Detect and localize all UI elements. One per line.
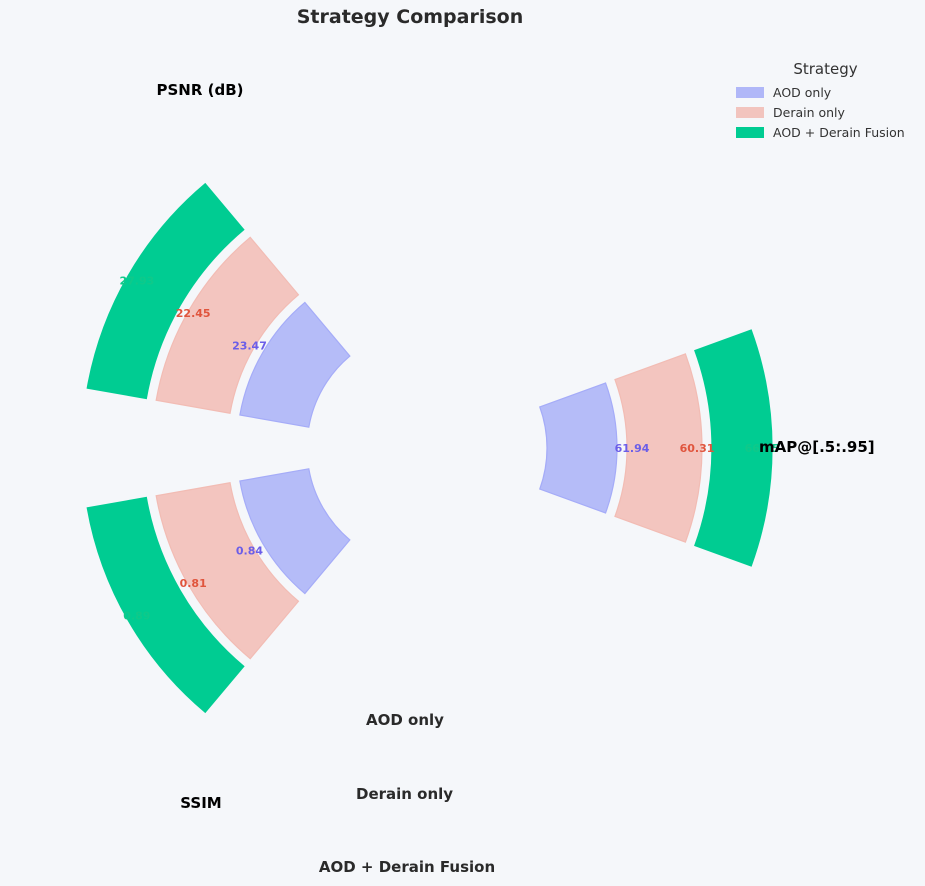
bar-derain-only-psnr-db	[155, 236, 300, 414]
value-label-aod-only-ssim: 0.84	[236, 545, 263, 558]
value-label-aod-only-map-5-95: 61.94	[615, 442, 650, 455]
bar-aod-derain-fusion-map-5-95	[694, 329, 773, 567]
bar-aod-only-ssim	[239, 468, 351, 595]
bar-aod-only-map-5-95	[538, 382, 618, 514]
legend-swatch-derain	[736, 106, 764, 118]
radial-tick-label-derain-only: Derain only	[356, 785, 453, 803]
legend-label-derain: Derain only	[773, 104, 845, 120]
radial-tick-label-aod-only: AOD only	[366, 711, 444, 729]
value-label-aod-derain-fusion-ssim: 0.89	[123, 610, 150, 623]
chart-title: Strategy Comparison	[297, 6, 524, 28]
value-label-aod-derain-fusion-map-5-95: 66.95	[745, 442, 780, 455]
legend-item-aod: AOD only	[733, 82, 918, 102]
value-label-derain-only-map-5-95: 60.31	[680, 442, 715, 455]
legend-swatch-aod	[736, 86, 764, 98]
bar-aod-derain-fusion-psnr-db	[86, 182, 245, 400]
value-label-derain-only-psnr-db: 22.45	[176, 307, 211, 320]
bar-aod-derain-fusion-ssim	[86, 496, 245, 714]
legend-label-fusion: AOD + Derain Fusion	[773, 124, 905, 140]
metric-label-map-5-95: mAP@[.5:.95]	[759, 438, 875, 456]
metric-label-psnr-db: PSNR (dB)	[156, 81, 243, 99]
legend-item-derain: Derain only	[733, 102, 918, 122]
metric-label-ssim: SSIM	[180, 794, 221, 812]
legend-label-aod: AOD only	[773, 84, 832, 100]
value-label-aod-only-psnr-db: 23.47	[232, 340, 267, 353]
bar-derain-only-ssim	[155, 482, 300, 660]
radial-tick-label-aod-derain-fusion: AOD + Derain Fusion	[319, 858, 495, 876]
legend: Strategy AOD only Derain only AOD + Dera…	[733, 60, 918, 142]
bar-aod-only-psnr-db	[239, 301, 351, 428]
bar-derain-only-map-5-95	[614, 353, 703, 543]
legend-swatch-fusion	[736, 126, 764, 138]
legend-title: Strategy	[793, 60, 858, 78]
bars-layer	[86, 182, 773, 714]
legend-item-fusion: AOD + Derain Fusion	[733, 122, 918, 142]
value-label-derain-only-ssim: 0.81	[180, 577, 207, 590]
value-label-aod-derain-fusion-psnr-db: 27.93	[119, 275, 154, 288]
labels-layer: 23.47 61.94 0.84 22.45 60.31 0.81 27.93 66.95 0.…	[119, 81, 874, 876]
